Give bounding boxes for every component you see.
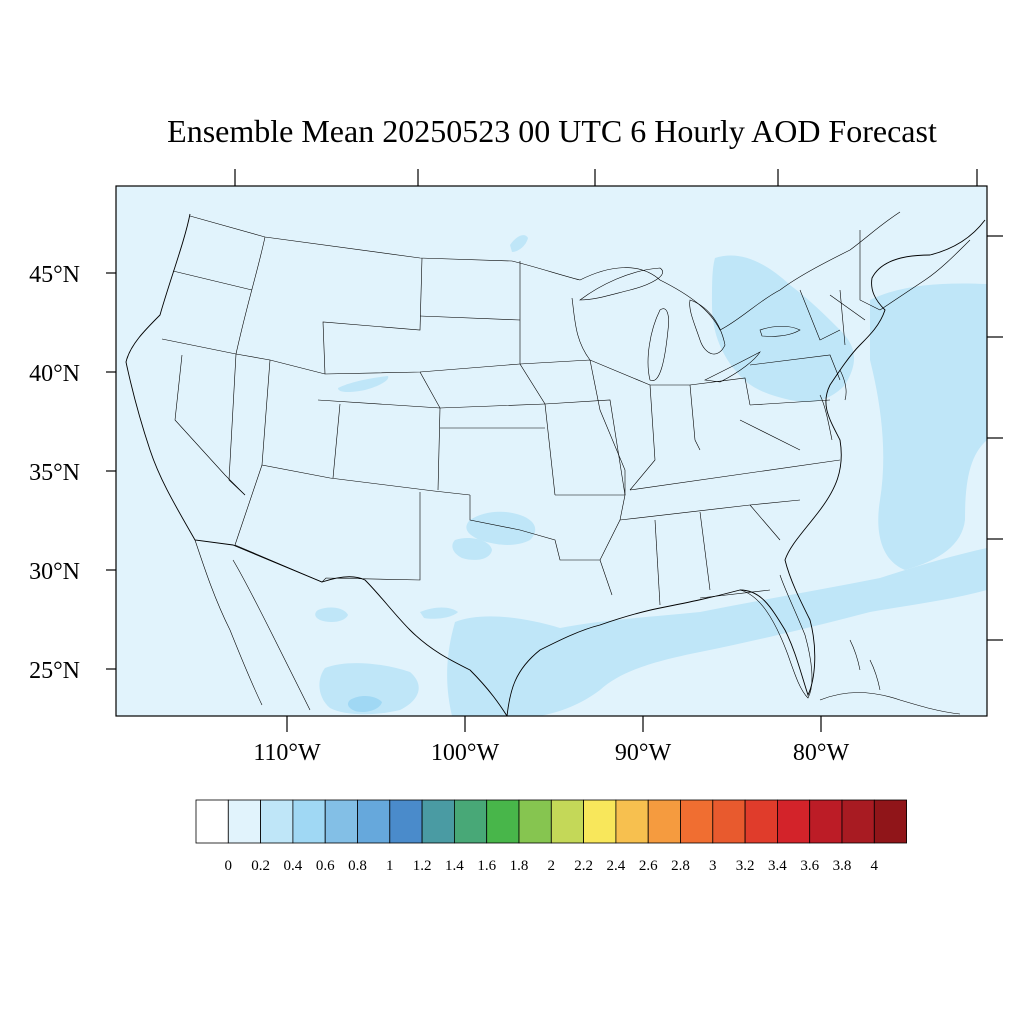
map-title: Ensemble Mean 20250523 00 UTC 6 Hourly A…: [167, 113, 937, 149]
cuba: [819, 692, 961, 715]
colorbar-labels: 0 0.2 0.4 0.6 0.8 1 1.2 1.4 1.6 1.8 2 2.2 2.4 2.6 2.8 3…: [225, 858, 879, 874]
colorbar-box-3: [292, 799, 326, 844]
lat-label-40: 40°N: [29, 361, 80, 387]
colorbar-box-20: [841, 799, 875, 844]
lake-superior: [579, 267, 663, 301]
colorbar-box-19: [809, 799, 843, 844]
florida: [739, 574, 813, 699]
colorbar-box-14: [647, 799, 681, 844]
colorbar-label-19: 3.8: [833, 858, 852, 874]
longitude-labels: 110°W 100°W 90°W 80°W: [253, 740, 849, 766]
colorbar-box-10: [518, 799, 552, 844]
lat-label-35: 35°N: [29, 460, 80, 486]
map-ticks: [106, 169, 1003, 732]
aod-region-minnesota-sliver: [510, 235, 528, 252]
lat-label-25: 25°N: [29, 658, 80, 684]
map-panel: 45°N 40°N 35°N 30°N 25°N 110°W 100°W 90°…: [29, 169, 1003, 766]
colorbar-label-16: 3.2: [736, 858, 755, 874]
baja: [194, 539, 263, 706]
colorbar-box-11: [550, 799, 584, 844]
colorbar-label-17: 3.4: [768, 858, 787, 874]
aod-region-mexico-core: [347, 696, 382, 712]
colorbar-box-8: [453, 799, 488, 844]
colorbar-label-6: 1.2: [413, 858, 432, 874]
aod-contour-fill-layer: [315, 235, 987, 716]
colorbar-label-13: 2.6: [639, 858, 658, 874]
colorbar-label-15: 3: [709, 858, 717, 874]
lon-label-80: 80°W: [793, 740, 850, 766]
aod-region-atlantic-offshore: [870, 283, 987, 570]
aod-region-texas-1: [466, 511, 536, 545]
aod-region-wyoming-streak: [338, 376, 389, 393]
colorbar-label-11: 2.2: [574, 858, 593, 874]
colorbar-box-9: [486, 799, 520, 844]
colorbar-label-1: 0.2: [251, 858, 270, 874]
colorbar-label-9: 1.8: [510, 858, 529, 874]
colorbar: 0 0.2 0.4 0.6 0.8 1 1.2 1.4 1.6 1.8 2 2.2 2.4 2.6 2.8 3…: [195, 799, 907, 874]
colorbar-label-20: 4: [871, 858, 879, 874]
lake-ontario: [759, 325, 801, 337]
aod-region-mexico-1: [319, 663, 419, 715]
colorbar-label-2: 0.4: [284, 858, 303, 874]
colorbar-label-0: 0: [225, 858, 233, 874]
canada-border: [189, 211, 901, 331]
bahamas: [849, 639, 881, 691]
us-outline: [125, 213, 986, 716]
colorbar-label-5: 1: [386, 858, 394, 874]
colorbar-box-1: [227, 799, 262, 844]
colorbar-box-15: [680, 799, 714, 844]
colorbar-label-12: 2.4: [607, 858, 626, 874]
aod-region-gulf-atlantic-band: [447, 548, 987, 716]
colorbar-box-5: [357, 799, 391, 844]
lake-huron: [689, 299, 726, 355]
colorbar-label-7: 1.4: [445, 858, 464, 874]
colorbar-box-17: [744, 799, 778, 844]
colorbar-label-14: 2.8: [671, 858, 690, 874]
colorbar-label-4: 0.8: [348, 858, 367, 874]
colorbar-box-0: [195, 799, 229, 844]
colorbar-label-8: 1.6: [477, 858, 496, 874]
colorbar-box-2: [260, 799, 294, 844]
colorbar-box-6: [389, 799, 423, 844]
state-boundaries: [125, 211, 986, 716]
lon-label-100: 100°W: [431, 740, 500, 766]
colorbar-label-18: 3.6: [800, 858, 819, 874]
colorbar-label-10: 2: [548, 858, 556, 874]
colorbar-box-12: [583, 799, 617, 844]
map-frame: [115, 185, 988, 717]
colorbar-box-21: [873, 799, 907, 844]
lake-michigan: [647, 308, 669, 381]
lake-erie: [703, 351, 761, 383]
mexico-west-coast: [232, 559, 311, 711]
colorbar-box-4: [324, 799, 358, 844]
latitude-labels: 45°N 40°N 35°N 30°N 25°N: [29, 262, 80, 684]
lat-label-45: 45°N: [29, 262, 80, 288]
lon-label-90: 90°W: [615, 740, 672, 766]
colorbar-boxes: [195, 799, 907, 844]
aod-region-texas-2: [452, 538, 492, 560]
aod-region-gulf-coast-small: [420, 607, 458, 619]
lat-label-30: 30°N: [29, 559, 80, 585]
aod-region-mexico-2: [315, 607, 348, 623]
colorbar-box-16: [712, 799, 746, 844]
lon-label-110: 110°W: [253, 740, 321, 766]
colorbar-box-7: [421, 799, 455, 844]
colorbar-box-13: [615, 799, 649, 844]
colorbar-label-3: 0.6: [316, 858, 335, 874]
colorbar-box-18: [777, 799, 811, 844]
